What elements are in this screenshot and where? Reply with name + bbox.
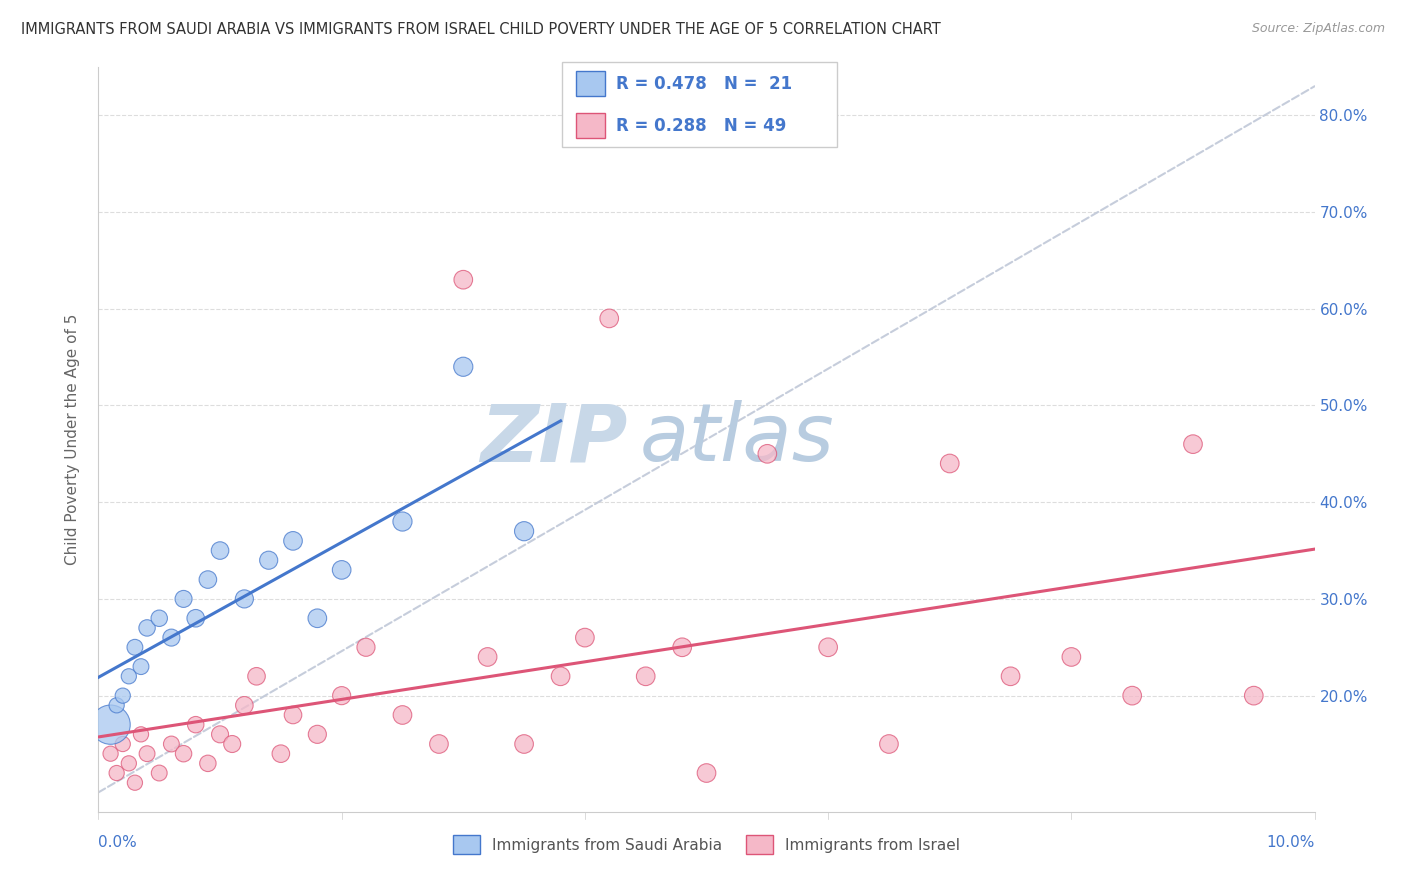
- Point: [477, 649, 499, 664]
- Point: [453, 359, 475, 374]
- Text: R = 0.288   N = 49: R = 0.288 N = 49: [616, 117, 786, 135]
- Point: [877, 737, 900, 751]
- Point: [160, 631, 183, 645]
- Text: IMMIGRANTS FROM SAUDI ARABIA VS IMMIGRANTS FROM ISRAEL CHILD POVERTY UNDER THE A: IMMIGRANTS FROM SAUDI ARABIA VS IMMIGRAN…: [21, 22, 941, 37]
- Text: ZIP: ZIP: [479, 401, 627, 478]
- Point: [1243, 689, 1265, 703]
- Point: [129, 727, 152, 741]
- Point: [160, 737, 183, 751]
- Point: [257, 553, 280, 567]
- Point: [281, 708, 304, 723]
- Point: [233, 698, 256, 713]
- Point: [105, 766, 128, 780]
- Point: [221, 737, 243, 751]
- Point: [197, 756, 219, 771]
- Point: [105, 698, 128, 713]
- Point: [513, 737, 536, 751]
- Y-axis label: Child Poverty Under the Age of 5: Child Poverty Under the Age of 5: [65, 314, 80, 565]
- Text: 10.0%: 10.0%: [1267, 836, 1315, 850]
- Point: [245, 669, 267, 683]
- Point: [184, 717, 207, 731]
- Point: [1000, 669, 1022, 683]
- Point: [634, 669, 657, 683]
- Point: [173, 591, 195, 606]
- Point: [307, 727, 329, 741]
- Point: [391, 708, 413, 723]
- Point: [756, 447, 779, 461]
- Point: [1121, 689, 1143, 703]
- Point: [550, 669, 572, 683]
- Point: [671, 640, 693, 655]
- Point: [173, 747, 195, 761]
- Point: [233, 591, 256, 606]
- Point: [118, 669, 141, 683]
- Point: [354, 640, 377, 655]
- Point: [136, 621, 159, 635]
- Point: [270, 747, 292, 761]
- Point: [148, 611, 170, 625]
- Point: [111, 689, 134, 703]
- Point: [100, 717, 122, 731]
- Point: [129, 659, 152, 673]
- Point: [209, 727, 232, 741]
- Point: [330, 563, 353, 577]
- Point: [453, 273, 475, 287]
- Point: [184, 611, 207, 625]
- Point: [598, 311, 620, 326]
- Point: [574, 631, 596, 645]
- Point: [939, 457, 962, 471]
- Point: [100, 747, 122, 761]
- Point: [513, 524, 536, 539]
- Point: [148, 766, 170, 780]
- Point: [1060, 649, 1083, 664]
- Point: [696, 766, 718, 780]
- Point: [136, 747, 159, 761]
- Point: [391, 515, 413, 529]
- Point: [209, 543, 232, 558]
- Point: [118, 756, 141, 771]
- Text: R = 0.478   N =  21: R = 0.478 N = 21: [616, 75, 792, 93]
- Point: [427, 737, 450, 751]
- Point: [197, 573, 219, 587]
- Legend: Immigrants from Saudi Arabia, Immigrants from Israel: Immigrants from Saudi Arabia, Immigrants…: [447, 829, 966, 860]
- Point: [111, 737, 134, 751]
- Point: [124, 775, 146, 789]
- Text: Source: ZipAtlas.com: Source: ZipAtlas.com: [1251, 22, 1385, 36]
- Text: 0.0%: 0.0%: [98, 836, 138, 850]
- Text: atlas: atlas: [640, 401, 834, 478]
- Point: [330, 689, 353, 703]
- Point: [281, 533, 304, 548]
- Point: [1182, 437, 1205, 451]
- Point: [307, 611, 329, 625]
- Point: [124, 640, 146, 655]
- Point: [817, 640, 839, 655]
